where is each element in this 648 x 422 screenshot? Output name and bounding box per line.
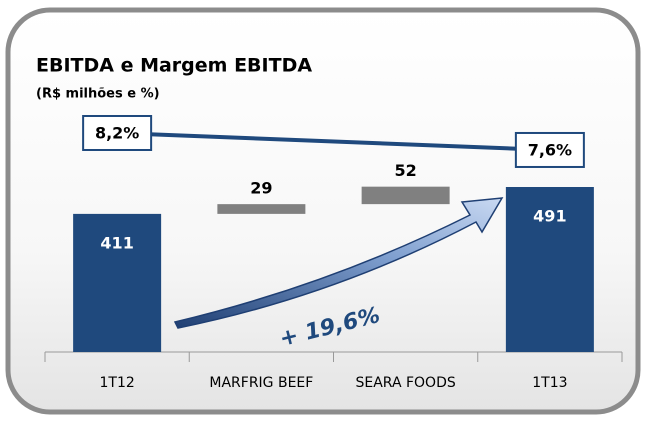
total-bar	[73, 213, 162, 352]
margin-label: 8,2%	[95, 124, 139, 143]
step-bar	[217, 204, 306, 214]
margin-label: 7,6%	[528, 140, 572, 159]
value-label: 491	[533, 207, 566, 226]
total-bar	[505, 187, 594, 352]
value-label: 52	[394, 161, 416, 180]
chart-title: EBITDA e Margem EBITDA	[36, 55, 312, 77]
value-label: 29	[250, 179, 272, 198]
x-tick-label: SEARA FOODS	[355, 375, 455, 391]
step-bar	[361, 186, 450, 205]
margin-box	[82, 115, 153, 151]
x-tick-label: 1T12	[99, 375, 134, 391]
chart-subtitle: (R$ milhões e %)	[36, 87, 160, 102]
growth-arrow	[173, 197, 504, 329]
panel	[5, 7, 641, 415]
margin-line	[117, 131, 550, 152]
value-label: 411	[100, 233, 133, 252]
margin-box	[514, 131, 585, 168]
x-tick-label: 1T13	[532, 375, 567, 391]
x-tick-label: MARFRIG BEEF	[209, 375, 313, 391]
